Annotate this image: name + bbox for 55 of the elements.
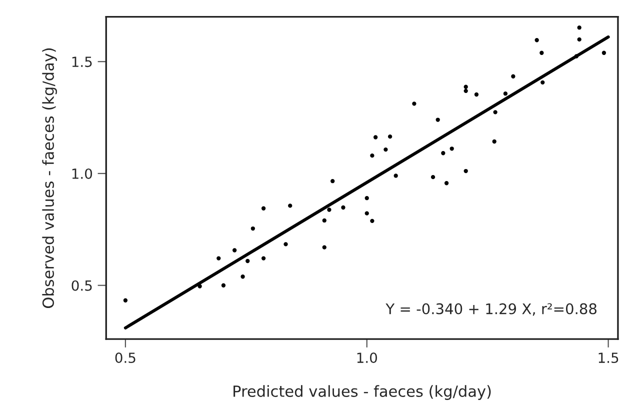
point [450, 146, 454, 151]
point [261, 256, 266, 260]
point [577, 26, 582, 30]
point [370, 154, 374, 158]
point [464, 84, 468, 89]
point [232, 248, 237, 252]
y-tick-label: 1.0 [72, 168, 92, 179]
point [492, 139, 496, 144]
y-tick-label: 1.5 [72, 56, 92, 68]
annotation: Y = -0.340 + 1.29 X, r²=0.88 [386, 303, 596, 316]
point [574, 54, 579, 58]
y-axis-title: Observed values - faeces (kg/day) [42, 48, 57, 308]
point [602, 50, 606, 55]
x-tick-label: 0.5 [115, 352, 136, 364]
point [250, 226, 255, 231]
point [436, 118, 440, 122]
y-tick-label: 0.5 [72, 280, 92, 291]
point [493, 110, 498, 114]
point [198, 284, 202, 288]
point [341, 205, 346, 210]
point [364, 196, 369, 200]
x-tick-label: 1.0 [357, 352, 377, 364]
point [322, 245, 326, 250]
point [216, 256, 221, 260]
point [123, 298, 128, 302]
point [322, 218, 326, 223]
point [370, 218, 374, 224]
point [534, 38, 539, 42]
point [221, 283, 226, 288]
point [327, 208, 332, 212]
point [246, 258, 250, 264]
x-tick-label: 1.5 [598, 352, 618, 364]
point [503, 92, 508, 96]
point [474, 92, 479, 97]
point [240, 274, 245, 279]
point [430, 174, 436, 180]
point [384, 147, 388, 152]
point [464, 168, 468, 174]
x-axis-title: Predicted values - faeces (kg/day) [234, 385, 491, 400]
point [394, 174, 398, 178]
point [373, 135, 378, 140]
point [540, 80, 545, 84]
point [388, 134, 392, 139]
point [412, 102, 416, 106]
point [284, 242, 288, 246]
point [364, 211, 369, 216]
point [330, 179, 335, 184]
point [464, 88, 468, 93]
point [441, 151, 446, 156]
point [261, 206, 266, 210]
point [540, 50, 544, 55]
point [288, 204, 292, 208]
point [444, 181, 449, 186]
point [577, 37, 582, 42]
point [511, 74, 516, 78]
